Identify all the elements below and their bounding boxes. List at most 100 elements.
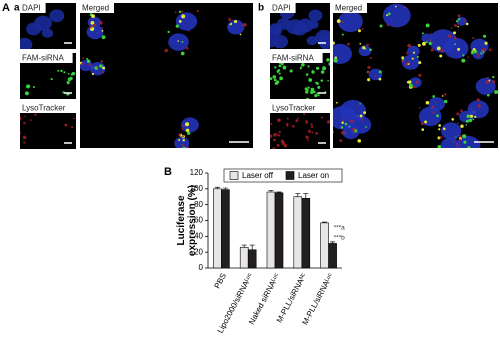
green-dot (379, 24, 383, 28)
nucleus (41, 28, 54, 38)
nucleus (338, 11, 363, 33)
red-dot (477, 104, 481, 108)
red-dot (174, 11, 177, 14)
green-dot (438, 124, 441, 127)
error-bar (303, 193, 309, 199)
image-label: FAM-siRNA (22, 54, 64, 63)
green-dot (469, 114, 474, 118)
red-dot (492, 80, 496, 84)
red-dot (347, 42, 350, 46)
red-dot (88, 63, 92, 67)
red-dot (430, 48, 434, 52)
red-dot (457, 14, 461, 18)
red-dot (182, 124, 185, 127)
green-dot (395, 5, 397, 8)
red-dot (367, 43, 370, 46)
micrographs: DAPI FAM-siRNA LysoTracker Merged DAPI FAM-si… (20, 3, 498, 156)
green-dot (278, 72, 281, 75)
bar (328, 243, 337, 269)
red-dot (273, 153, 276, 156)
red-dot (287, 152, 289, 154)
image-label: FAM-siRNA (272, 54, 314, 63)
red-dot (452, 140, 455, 143)
green-dot (468, 118, 473, 123)
red-dot (476, 52, 479, 56)
green-dot (261, 87, 264, 90)
red-dot (278, 130, 281, 134)
image-content (333, 3, 498, 154)
green-dot (175, 24, 179, 28)
green-dot (305, 97, 310, 99)
red-dot (444, 93, 447, 96)
label-background (80, 3, 114, 13)
green-dot (313, 90, 316, 94)
label-background (333, 3, 367, 13)
green-dot (307, 65, 310, 68)
nucleus (34, 15, 52, 31)
red-dot (406, 61, 409, 65)
red-dot (305, 135, 309, 139)
green-dot (333, 130, 334, 134)
green-dot (329, 57, 330, 59)
micrograph: Merged (333, 3, 498, 154)
green-dot (24, 91, 29, 96)
green-dot (234, 19, 238, 24)
red-dot (456, 143, 459, 146)
red-dot (479, 151, 482, 154)
green-dot (178, 10, 182, 14)
green-dot (322, 66, 327, 71)
green-dot (336, 19, 341, 23)
nucleus (440, 137, 461, 148)
red-dot (453, 36, 457, 40)
red-dot (285, 122, 289, 126)
nucleus (455, 135, 481, 148)
red-dot (270, 142, 271, 144)
green-dot (357, 139, 362, 143)
green-dot (487, 94, 490, 97)
red-dot (29, 119, 32, 122)
green-dot (304, 87, 308, 91)
green-dot (359, 42, 362, 45)
red-dot (89, 25, 93, 29)
green-dot (264, 101, 267, 104)
green-dot (278, 64, 282, 68)
green-dot (60, 69, 63, 73)
green-dot (454, 43, 457, 46)
green-dot (239, 33, 242, 36)
error-bar (241, 244, 247, 248)
green-dot (185, 122, 190, 127)
green-dot (465, 22, 469, 26)
green-dot (27, 84, 31, 88)
green-dot (492, 75, 495, 79)
green-dot (369, 48, 372, 52)
red-dot (459, 135, 462, 138)
nucleus (333, 43, 352, 64)
nucleus (382, 3, 411, 28)
green-dot (439, 54, 443, 58)
red-dot (267, 137, 269, 139)
green-dot (267, 104, 269, 106)
green-dot (305, 73, 309, 76)
red-dot (311, 131, 314, 134)
green-dot (484, 41, 488, 45)
nucleus (401, 54, 420, 70)
green-dot (307, 86, 310, 89)
green-dot (378, 70, 382, 74)
nucleus (342, 125, 360, 140)
nucleus (87, 16, 102, 28)
red-dot (185, 46, 189, 50)
nucleus (180, 117, 199, 133)
nucleus (443, 37, 469, 59)
red-dot (275, 133, 278, 135)
green-dot (181, 14, 186, 19)
red-dot (93, 23, 96, 27)
error-bar (330, 241, 336, 244)
red-dot (350, 119, 354, 123)
red-dot (281, 141, 285, 146)
green-dot (99, 64, 103, 68)
nucleus (272, 34, 289, 49)
red-dot (64, 123, 68, 127)
green-dot (401, 56, 405, 60)
green-dot (461, 58, 466, 63)
